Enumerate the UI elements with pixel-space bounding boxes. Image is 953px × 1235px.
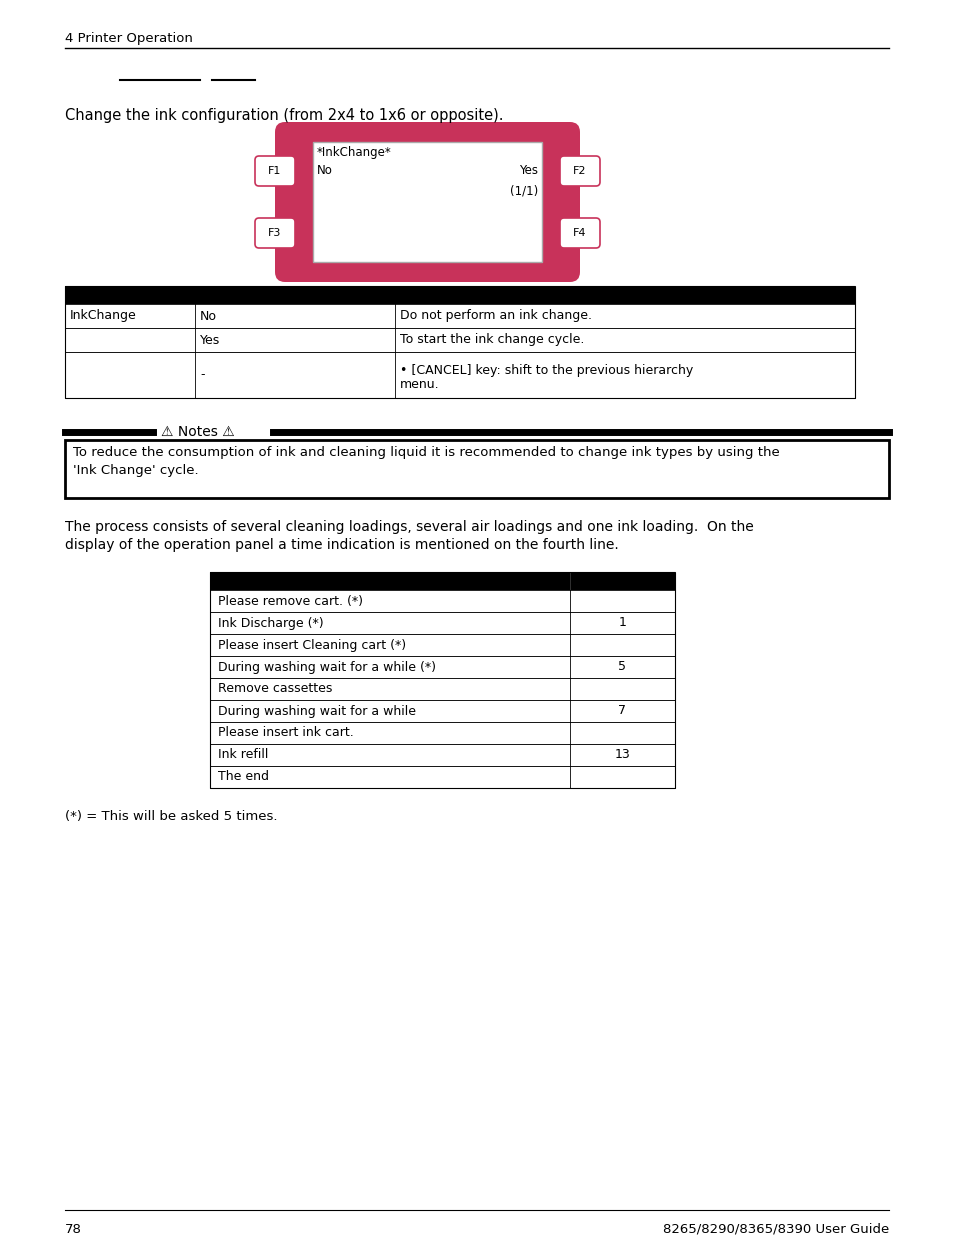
Text: During washing wait for a while: During washing wait for a while bbox=[218, 704, 416, 718]
FancyBboxPatch shape bbox=[274, 122, 579, 282]
Bar bbox=[210, 613, 675, 634]
Text: 1: 1 bbox=[618, 616, 626, 630]
Bar bbox=[210, 590, 675, 613]
Text: F3: F3 bbox=[268, 228, 281, 238]
FancyBboxPatch shape bbox=[559, 156, 599, 186]
Text: During washing wait for a while (*): During washing wait for a while (*) bbox=[218, 661, 436, 673]
Text: 8265/8290/8365/8390 User Guide: 8265/8290/8365/8390 User Guide bbox=[662, 1223, 888, 1235]
Text: ⚠ Notes ⚠: ⚠ Notes ⚠ bbox=[161, 425, 234, 438]
Text: Yes: Yes bbox=[200, 333, 220, 347]
Text: The end: The end bbox=[218, 771, 269, 783]
Text: Ink refill: Ink refill bbox=[218, 748, 268, 762]
Text: -: - bbox=[200, 368, 204, 382]
Text: (1/1): (1/1) bbox=[509, 184, 537, 198]
Text: display of the operation panel a time indication is mentioned on the fourth line: display of the operation panel a time in… bbox=[65, 538, 618, 552]
Text: The process consists of several cleaning loadings, several air loadings and one : The process consists of several cleaning… bbox=[65, 520, 753, 534]
Bar bbox=[65, 287, 854, 304]
Text: Please insert Cleaning cart (*): Please insert Cleaning cart (*) bbox=[218, 638, 406, 652]
Text: No: No bbox=[200, 310, 216, 322]
Text: Yes: Yes bbox=[518, 164, 537, 177]
Text: To reduce the consumption of ink and cleaning liquid it is recommended to change: To reduce the consumption of ink and cle… bbox=[73, 446, 779, 459]
Text: To start the ink change cycle.: To start the ink change cycle. bbox=[399, 333, 584, 347]
Text: 13: 13 bbox=[614, 748, 630, 762]
Text: Please remove cart. (*): Please remove cart. (*) bbox=[218, 594, 363, 608]
Text: Remove cassettes: Remove cassettes bbox=[218, 683, 332, 695]
Text: 5: 5 bbox=[618, 661, 626, 673]
Text: F4: F4 bbox=[573, 228, 586, 238]
Text: • [CANCEL] key: shift to the previous hierarchy: • [CANCEL] key: shift to the previous hi… bbox=[399, 364, 693, 377]
Text: Please insert ink cart.: Please insert ink cart. bbox=[218, 726, 354, 740]
Bar bbox=[210, 572, 675, 788]
Bar bbox=[210, 572, 675, 590]
Text: F2: F2 bbox=[573, 165, 586, 177]
Bar bbox=[210, 656, 675, 678]
Text: menu.: menu. bbox=[399, 378, 439, 391]
Text: 7: 7 bbox=[618, 704, 626, 718]
Bar bbox=[65, 440, 888, 498]
Text: Ink Discharge (*): Ink Discharge (*) bbox=[218, 616, 323, 630]
FancyBboxPatch shape bbox=[254, 219, 294, 248]
Bar bbox=[65, 352, 854, 398]
Bar bbox=[65, 329, 854, 352]
Bar bbox=[210, 678, 675, 700]
Text: Do not perform an ink change.: Do not perform an ink change. bbox=[399, 310, 592, 322]
Text: InkChange: InkChange bbox=[70, 310, 136, 322]
Bar bbox=[65, 287, 854, 398]
Text: 4 Printer Operation: 4 Printer Operation bbox=[65, 32, 193, 44]
FancyBboxPatch shape bbox=[559, 219, 599, 248]
FancyBboxPatch shape bbox=[254, 156, 294, 186]
Text: 78: 78 bbox=[65, 1223, 82, 1235]
Bar bbox=[210, 766, 675, 788]
Text: *InkChange*: *InkChange* bbox=[316, 146, 392, 159]
Bar bbox=[210, 722, 675, 743]
Text: 'Ink Change' cycle.: 'Ink Change' cycle. bbox=[73, 464, 198, 477]
Text: No: No bbox=[316, 164, 333, 177]
Bar bbox=[313, 142, 541, 262]
Bar bbox=[210, 634, 675, 656]
Bar bbox=[210, 700, 675, 722]
Bar bbox=[65, 304, 854, 329]
Bar bbox=[210, 743, 675, 766]
Text: F1: F1 bbox=[268, 165, 281, 177]
Text: Change the ink configuration (from 2x4 to 1x6 or opposite).: Change the ink configuration (from 2x4 t… bbox=[65, 107, 503, 124]
Text: (*) = This will be asked 5 times.: (*) = This will be asked 5 times. bbox=[65, 810, 277, 823]
